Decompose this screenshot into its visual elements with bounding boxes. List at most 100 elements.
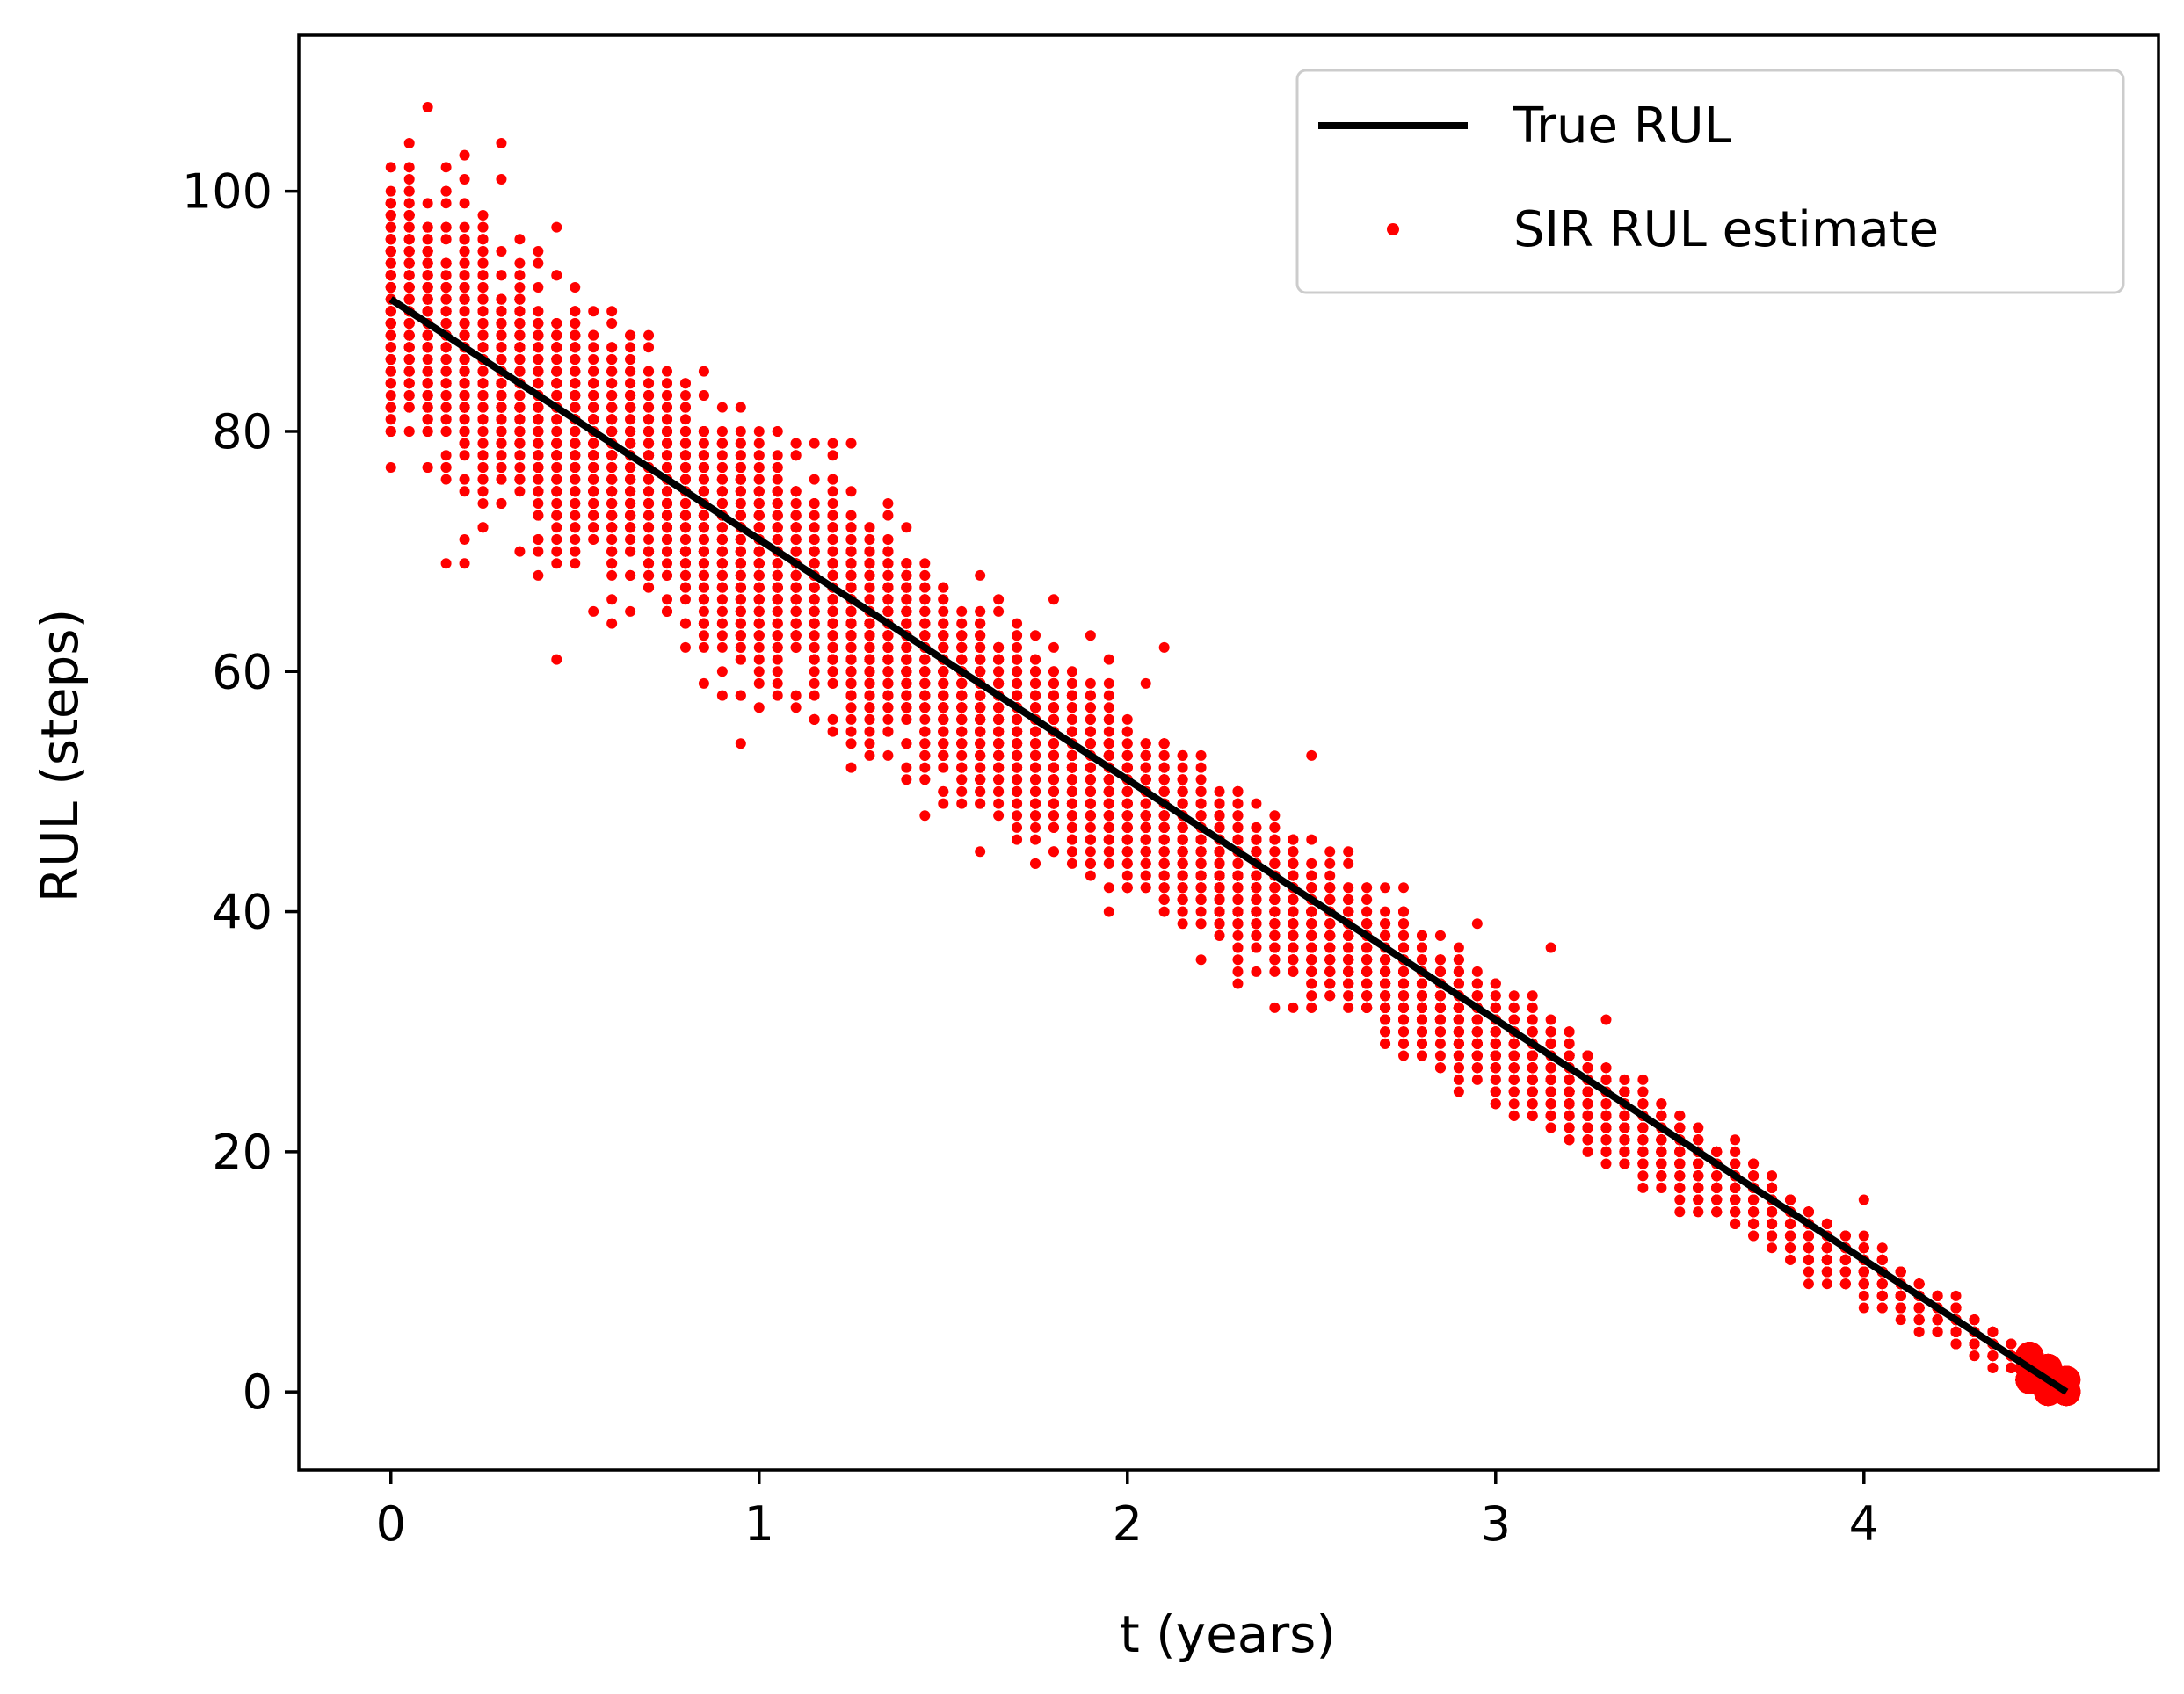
sir-estimate-point (477, 474, 489, 485)
sir-estimate-point (1177, 894, 1188, 905)
sir-estimate-point (477, 342, 489, 353)
sir-estimate-point (845, 726, 857, 737)
sir-estimate-point (643, 438, 655, 449)
sir-estimate-point (772, 461, 783, 473)
sir-estimate-point (790, 497, 802, 509)
sir-estimate-point (938, 690, 949, 701)
sir-estimate-point (827, 630, 838, 641)
sir-estimate-point (625, 402, 636, 413)
sir-estimate-point (827, 450, 838, 461)
sir-estimate-point (864, 738, 875, 749)
sir-estimate-point (716, 641, 728, 653)
sir-estimate-point (901, 774, 912, 785)
sir-estimate-point (1103, 738, 1114, 749)
sir-estimate-point (1066, 690, 1077, 701)
sir-estimate-point (385, 342, 396, 353)
sir-estimate-point (1103, 785, 1114, 797)
sir-estimate-point (1103, 774, 1114, 785)
sir-estimate-point (459, 486, 470, 497)
sir-estimate-point (570, 402, 581, 413)
sir-estimate-point (827, 618, 838, 629)
sir-estimate-point (570, 486, 581, 497)
sir-estimate-point (1195, 774, 1207, 785)
sir-estimate-point (1012, 726, 1023, 737)
sir-estimate-point (551, 461, 562, 473)
sir-estimate-point (403, 329, 415, 341)
sir-estimate-point (1214, 785, 1225, 797)
sir-estimate-point (385, 185, 396, 197)
sir-estimate-point (477, 486, 489, 497)
sir-estimate-point (1158, 858, 1170, 869)
sir-estimate-point (570, 306, 581, 317)
sir-estimate-point (1158, 882, 1170, 894)
sir-estimate-point (662, 497, 673, 509)
sir-estimate-point (1177, 762, 1188, 773)
sir-estimate-point (993, 654, 1005, 665)
sir-estimate-point (753, 497, 765, 509)
sir-estimate-point (570, 510, 581, 521)
sir-estimate-point (809, 630, 820, 641)
sir-estimate-point (716, 402, 728, 413)
sir-estimate-point (753, 666, 765, 677)
sir-estimate-point (882, 713, 894, 725)
sir-estimate-point (514, 474, 526, 485)
sir-estimate-point (1066, 810, 1077, 822)
sir-estimate-point (496, 414, 507, 425)
sir-estimate-point (606, 317, 618, 329)
sir-estimate-point (975, 641, 986, 653)
sir-estimate-point (956, 798, 968, 809)
sir-estimate-point (514, 461, 526, 473)
sir-estimate-point (956, 713, 968, 725)
sir-estimate-point (753, 510, 765, 521)
sir-estimate-point (385, 425, 396, 437)
sir-estimate-point (533, 317, 544, 329)
sir-estimate-point (643, 425, 655, 437)
sir-estimate-point (496, 461, 507, 473)
sir-estimate-point (1030, 666, 1041, 677)
sir-estimate-point (753, 702, 765, 713)
sir-estimate-point (919, 558, 931, 569)
sir-estimate-point (993, 594, 1005, 605)
sir-estimate-point (772, 569, 783, 581)
sir-estimate-point (1121, 762, 1133, 773)
sir-estimate-point (919, 618, 931, 629)
sir-estimate-point (385, 234, 396, 245)
sir-estimate-point (864, 522, 875, 533)
sir-estimate-point (790, 594, 802, 605)
sir-estimate-point (735, 630, 746, 641)
sir-estimate-point (570, 353, 581, 365)
sir-estimate-point (459, 270, 470, 281)
sir-estimate-point (938, 726, 949, 737)
sir-estimate-point (772, 450, 783, 461)
sir-estimate-point (919, 666, 931, 677)
sir-estimate-point (625, 461, 636, 473)
sir-estimate-point (809, 546, 820, 557)
sir-estimate-point (827, 641, 838, 653)
sir-estimate-point (662, 402, 673, 413)
sir-estimate-point (477, 389, 489, 401)
sir-estimate-point (533, 461, 544, 473)
sir-estimate-point (403, 137, 415, 148)
sir-estimate-point (570, 317, 581, 329)
sir-estimate-point (662, 450, 673, 461)
sir-estimate-point (993, 798, 1005, 809)
sir-estimate-point (845, 558, 857, 569)
sir-estimate-point (477, 221, 489, 233)
sir-estimate-point (1121, 834, 1133, 845)
sir-estimate-point (753, 641, 765, 653)
sir-estimate-point (459, 438, 470, 449)
sir-estimate-point (1103, 882, 1114, 894)
sir-estimate-point (625, 438, 636, 449)
sir-estimate-point (698, 582, 709, 593)
sir-estimate-point (440, 185, 452, 197)
sir-estimate-point (533, 425, 544, 437)
sir-estimate-point (1121, 726, 1133, 737)
sir-estimate-point (551, 486, 562, 497)
sir-estimate-point (643, 510, 655, 521)
sir-estimate-point (809, 474, 820, 485)
sir-estimate-point (514, 257, 526, 269)
sir-estimate-point (845, 533, 857, 545)
sir-estimate-point (403, 173, 415, 185)
sir-estimate-point (533, 438, 544, 449)
sir-estimate-point (827, 654, 838, 665)
